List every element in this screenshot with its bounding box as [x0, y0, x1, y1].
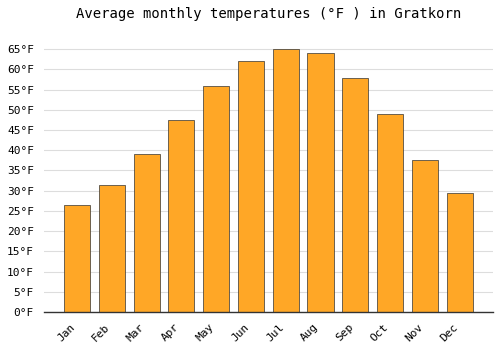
- Bar: [99, 185, 125, 312]
- Title: Average monthly temperatures (°F ) in Gratkorn: Average monthly temperatures (°F ) in Gr…: [76, 7, 461, 21]
- Bar: [412, 160, 438, 312]
- Bar: [272, 49, 299, 312]
- Bar: [238, 61, 264, 312]
- Bar: [168, 120, 194, 312]
- Bar: [446, 193, 472, 312]
- Bar: [203, 86, 229, 312]
- Bar: [377, 114, 403, 312]
- Bar: [342, 78, 368, 312]
- Bar: [308, 53, 334, 312]
- Bar: [134, 154, 160, 312]
- Bar: [64, 205, 90, 312]
